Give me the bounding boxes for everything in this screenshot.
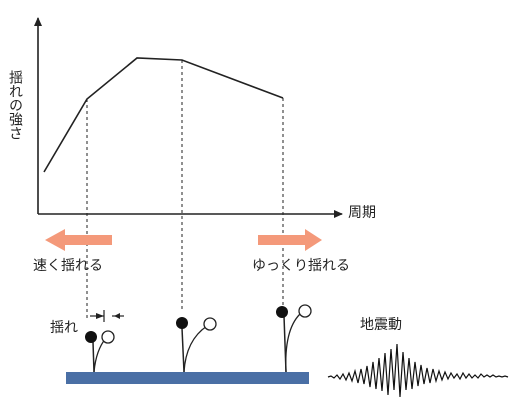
left-arrow <box>45 229 112 251</box>
sway-label: 揺れ <box>50 320 78 336</box>
slow-shaking-label: ゆっくり揺れる <box>252 258 350 274</box>
ground-platform <box>66 372 309 384</box>
pendulum-short <box>85 330 115 373</box>
y-axis-label: 揺れの強さ <box>7 70 23 140</box>
fast-shaking-label: 速く揺れる <box>33 258 103 274</box>
pendulum-long <box>276 304 312 373</box>
seismic-waveform <box>327 343 509 398</box>
x-axis-label: 周期 <box>348 205 376 221</box>
right-arrow <box>258 229 322 251</box>
pendulum-mid <box>176 317 217 373</box>
spectrum-curve <box>43 57 284 173</box>
ground-motion-label: 地震動 <box>360 317 402 333</box>
